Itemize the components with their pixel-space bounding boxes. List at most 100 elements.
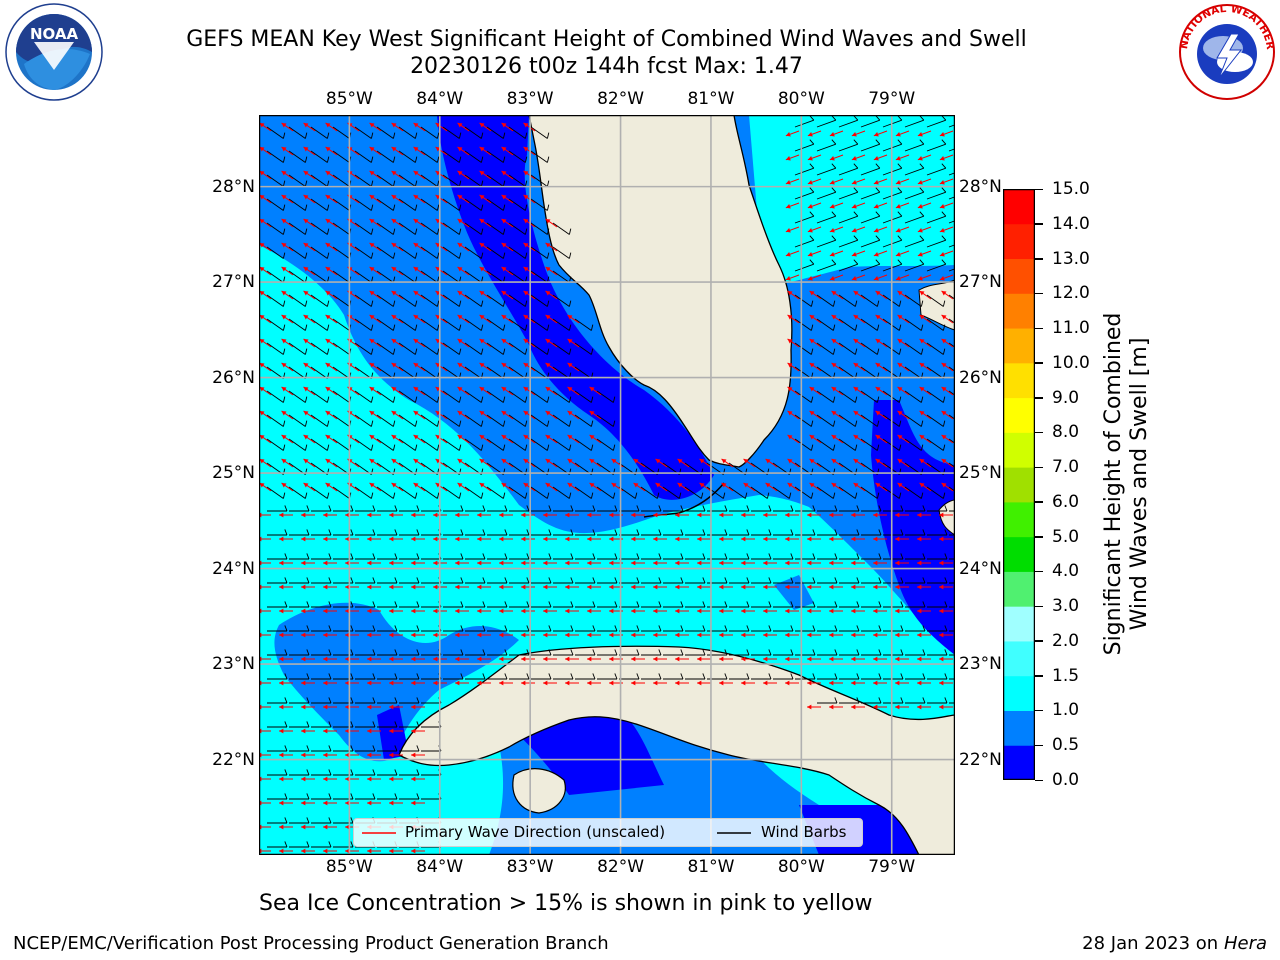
wave-direction-arrowhead	[545, 266, 551, 272]
wave-direction-arrowhead	[941, 458, 947, 464]
wave-direction-arrowhead	[499, 536, 504, 542]
wind-barb-flag	[460, 553, 464, 560]
wave-direction-arrowhead	[897, 386, 903, 392]
wave-direction-arrowhead	[545, 410, 551, 416]
wave-direction-arrowhead	[545, 290, 551, 296]
wave-direction-arrowhead	[477, 584, 482, 590]
wave-direction-arrowhead	[939, 156, 945, 161]
wave-direction-arrowhead	[787, 386, 793, 392]
wave-direction-arrowhead	[567, 458, 573, 464]
wind-barb-flag	[370, 396, 374, 403]
wind-barb-flag	[504, 505, 508, 512]
wind-barb-flag	[876, 324, 880, 331]
wave-direction-arrowhead	[259, 338, 265, 344]
wave-direction-arrowhead	[567, 386, 573, 392]
wind-barb	[310, 246, 328, 259]
wind-barb-flag	[809, 211, 815, 217]
colorbar-tick: 12.0	[1052, 283, 1090, 304]
wave-direction-arrowhead	[433, 680, 438, 686]
wind-barb-flag	[768, 505, 772, 512]
wind-barb-flag	[326, 132, 330, 139]
wind-barb-flag	[810, 420, 814, 427]
wave-direction-arrowhead	[741, 584, 746, 590]
wind-barb-flag	[546, 348, 550, 355]
wind-barb	[464, 414, 482, 427]
map-canvas[interactable]	[259, 115, 955, 855]
wave-direction-arrowhead	[323, 632, 328, 638]
lat-tick-left: 26°N	[212, 367, 255, 388]
wind-barb-flag	[304, 324, 308, 331]
wave-direction-arrowhead	[455, 560, 460, 566]
wind-barb	[794, 215, 814, 224]
wave-direction-arrowhead	[499, 584, 504, 590]
wave-direction-arrowhead	[479, 266, 485, 272]
wave-direction-arrowhead	[917, 228, 923, 233]
wind-barb-flag	[768, 529, 772, 536]
wave-direction-arrowhead	[719, 656, 724, 662]
wave-direction-arrowhead	[697, 512, 702, 518]
wave-direction-arrowhead	[807, 560, 812, 566]
wind-barb-flag	[856, 625, 860, 632]
wind-barb-flag	[922, 601, 926, 608]
wind-barb-flag	[436, 324, 440, 331]
wind-barb-flag	[590, 396, 594, 403]
colorbar-tick-mark	[1035, 501, 1043, 503]
wave-direction-arrowhead	[455, 536, 460, 542]
colorbar-segment	[1003, 397, 1035, 433]
wind-barb-flag	[392, 180, 396, 187]
wave-direction-arrowhead	[345, 560, 350, 566]
wind-barb-flag	[834, 673, 838, 680]
colorbar-tick: 4.0	[1052, 561, 1080, 582]
wind-barb-flag	[746, 505, 750, 512]
wind-barb-flag	[304, 444, 308, 451]
wind-barb	[310, 414, 328, 427]
colorbar-segment	[1003, 467, 1035, 503]
wave-direction-arrowhead	[829, 536, 834, 542]
wind-barb-flag	[416, 505, 420, 512]
wind-barb-flag	[634, 492, 638, 499]
wave-direction-arrowhead	[829, 132, 835, 137]
wind-barb	[926, 215, 946, 224]
wind-barb	[288, 198, 306, 211]
wind-barb	[376, 126, 394, 139]
wave-direction-arrowhead	[521, 584, 526, 590]
wave-direction-arrowhead	[543, 680, 548, 686]
wave-direction-arrowhead	[303, 434, 309, 440]
wind-barb-flag	[856, 697, 860, 704]
map-panel[interactable]: Primary Wave Direction (unscaled) Wind B…	[259, 115, 955, 855]
wind-barb-flag	[284, 697, 288, 704]
wave-direction-arrowhead	[457, 122, 463, 128]
wind-barb	[926, 438, 944, 451]
wind-barb-flag	[502, 348, 506, 355]
wave-direction-arrowhead	[279, 560, 284, 566]
wind-barb-flag	[350, 505, 354, 512]
wave-direction-arrowhead	[697, 584, 702, 590]
wind-barb	[442, 294, 460, 307]
wave-direction-arrowhead	[851, 608, 856, 614]
wind-barb-flag	[372, 505, 376, 512]
wave-direction-arrowhead	[303, 290, 309, 296]
colorbar-tick-mark	[1035, 362, 1043, 364]
wind-barb-flag	[702, 601, 706, 608]
wave-direction-arrowhead	[545, 314, 551, 320]
wind-barb-flag	[480, 156, 484, 163]
noaa-logo-text: NOAA	[30, 25, 79, 43]
wind-barb	[376, 270, 394, 283]
wave-direction-arrowhead	[829, 276, 835, 281]
wind-barb	[508, 414, 526, 427]
wind-barb-flag	[416, 649, 420, 656]
footer-date: 28 Jan 2023 on Hera	[1082, 933, 1267, 955]
wave-direction-arrowhead	[895, 228, 901, 233]
vector-layer	[259, 115, 955, 854]
wind-barb	[530, 438, 548, 451]
wind-barb-flag	[941, 235, 947, 241]
wind-barb-flag	[919, 163, 925, 169]
wave-direction-arrowhead	[851, 584, 856, 590]
wave-direction-arrowhead	[479, 362, 485, 368]
wind-barb-flag	[832, 348, 836, 355]
wind-barb	[376, 486, 394, 499]
wind-barb-flag	[394, 505, 398, 512]
wind-barb	[354, 486, 372, 499]
wave-direction-arrowhead	[499, 560, 504, 566]
wave-direction-arrowhead	[763, 656, 768, 662]
